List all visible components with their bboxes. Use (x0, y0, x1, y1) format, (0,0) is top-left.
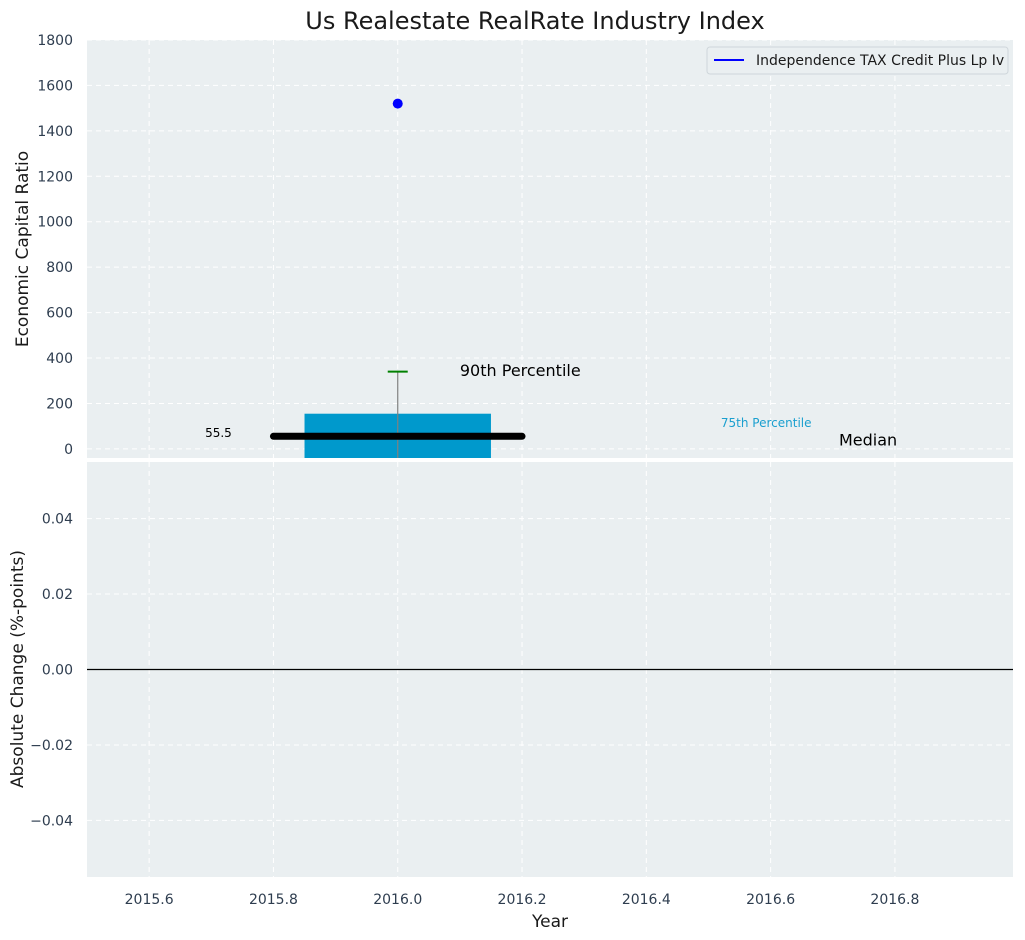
top-panel: 0 200 400 600 800 1000 1200 1400 1600 1800 55.5 90t… (37, 33, 1013, 458)
annotation-median-value: 55.5 (205, 426, 232, 440)
x-tick-label: 2015.8 (249, 892, 298, 908)
chart-title: Us Realestate RealRate Industry Index (305, 7, 764, 35)
bottom-y-tick-label: −0.04 (30, 813, 73, 829)
bottom-y-tick-label: 0.04 (42, 512, 73, 528)
legend-box (706, 46, 1009, 75)
annotation-median: Median (839, 430, 897, 449)
x-tick-label: 2015.6 (125, 892, 174, 908)
top-y-tick-label: 1400 (37, 124, 73, 140)
x-tick-label: 2016.2 (498, 892, 547, 908)
top-plot-area (87, 40, 1013, 458)
annotation-p75: 75th Percentile (721, 416, 812, 430)
legend: Independence TAX Credit Plus Lp Iv (706, 46, 1009, 75)
top-y-tick-label: 1200 (37, 169, 73, 185)
top-y-tick-label: 1600 (37, 78, 73, 94)
bottom-panel: 2015.6 2015.8 2016.0 2016.2 2016.4 2016.6 2016… (30, 462, 1013, 908)
x-axis-label: Year (531, 912, 568, 932)
annotation-p90: 90th Percentile (460, 361, 581, 380)
top-y-axis-label: Economic Capital Ratio (13, 151, 33, 347)
top-y-tick-label: 400 (46, 351, 73, 367)
bottom-y-tick-label: 0.02 (42, 587, 73, 603)
x-tick-label: 2016.4 (622, 892, 671, 908)
bottom-y-axis-label: Absolute Change (%-points) (8, 550, 28, 788)
bottom-y-tick-label: −0.02 (30, 738, 73, 754)
top-y-tick-label: 1800 (37, 33, 73, 49)
top-y-tick-label: 0 (64, 442, 73, 458)
data-point (392, 98, 403, 109)
x-tick-label: 2016.6 (746, 892, 795, 908)
top-y-tick-label: 800 (46, 260, 73, 276)
legend-label: Independence TAX Credit Plus Lp Iv (756, 53, 1004, 69)
top-y-tick-label: 600 (46, 306, 73, 322)
top-y-tick-label: 1000 (37, 215, 73, 231)
bottom-y-tick-label: 0.00 (42, 663, 73, 679)
top-y-tick-label: 200 (46, 396, 73, 412)
x-tick-label: 2016.8 (870, 892, 919, 908)
x-tick-label: 2016.0 (373, 892, 422, 908)
